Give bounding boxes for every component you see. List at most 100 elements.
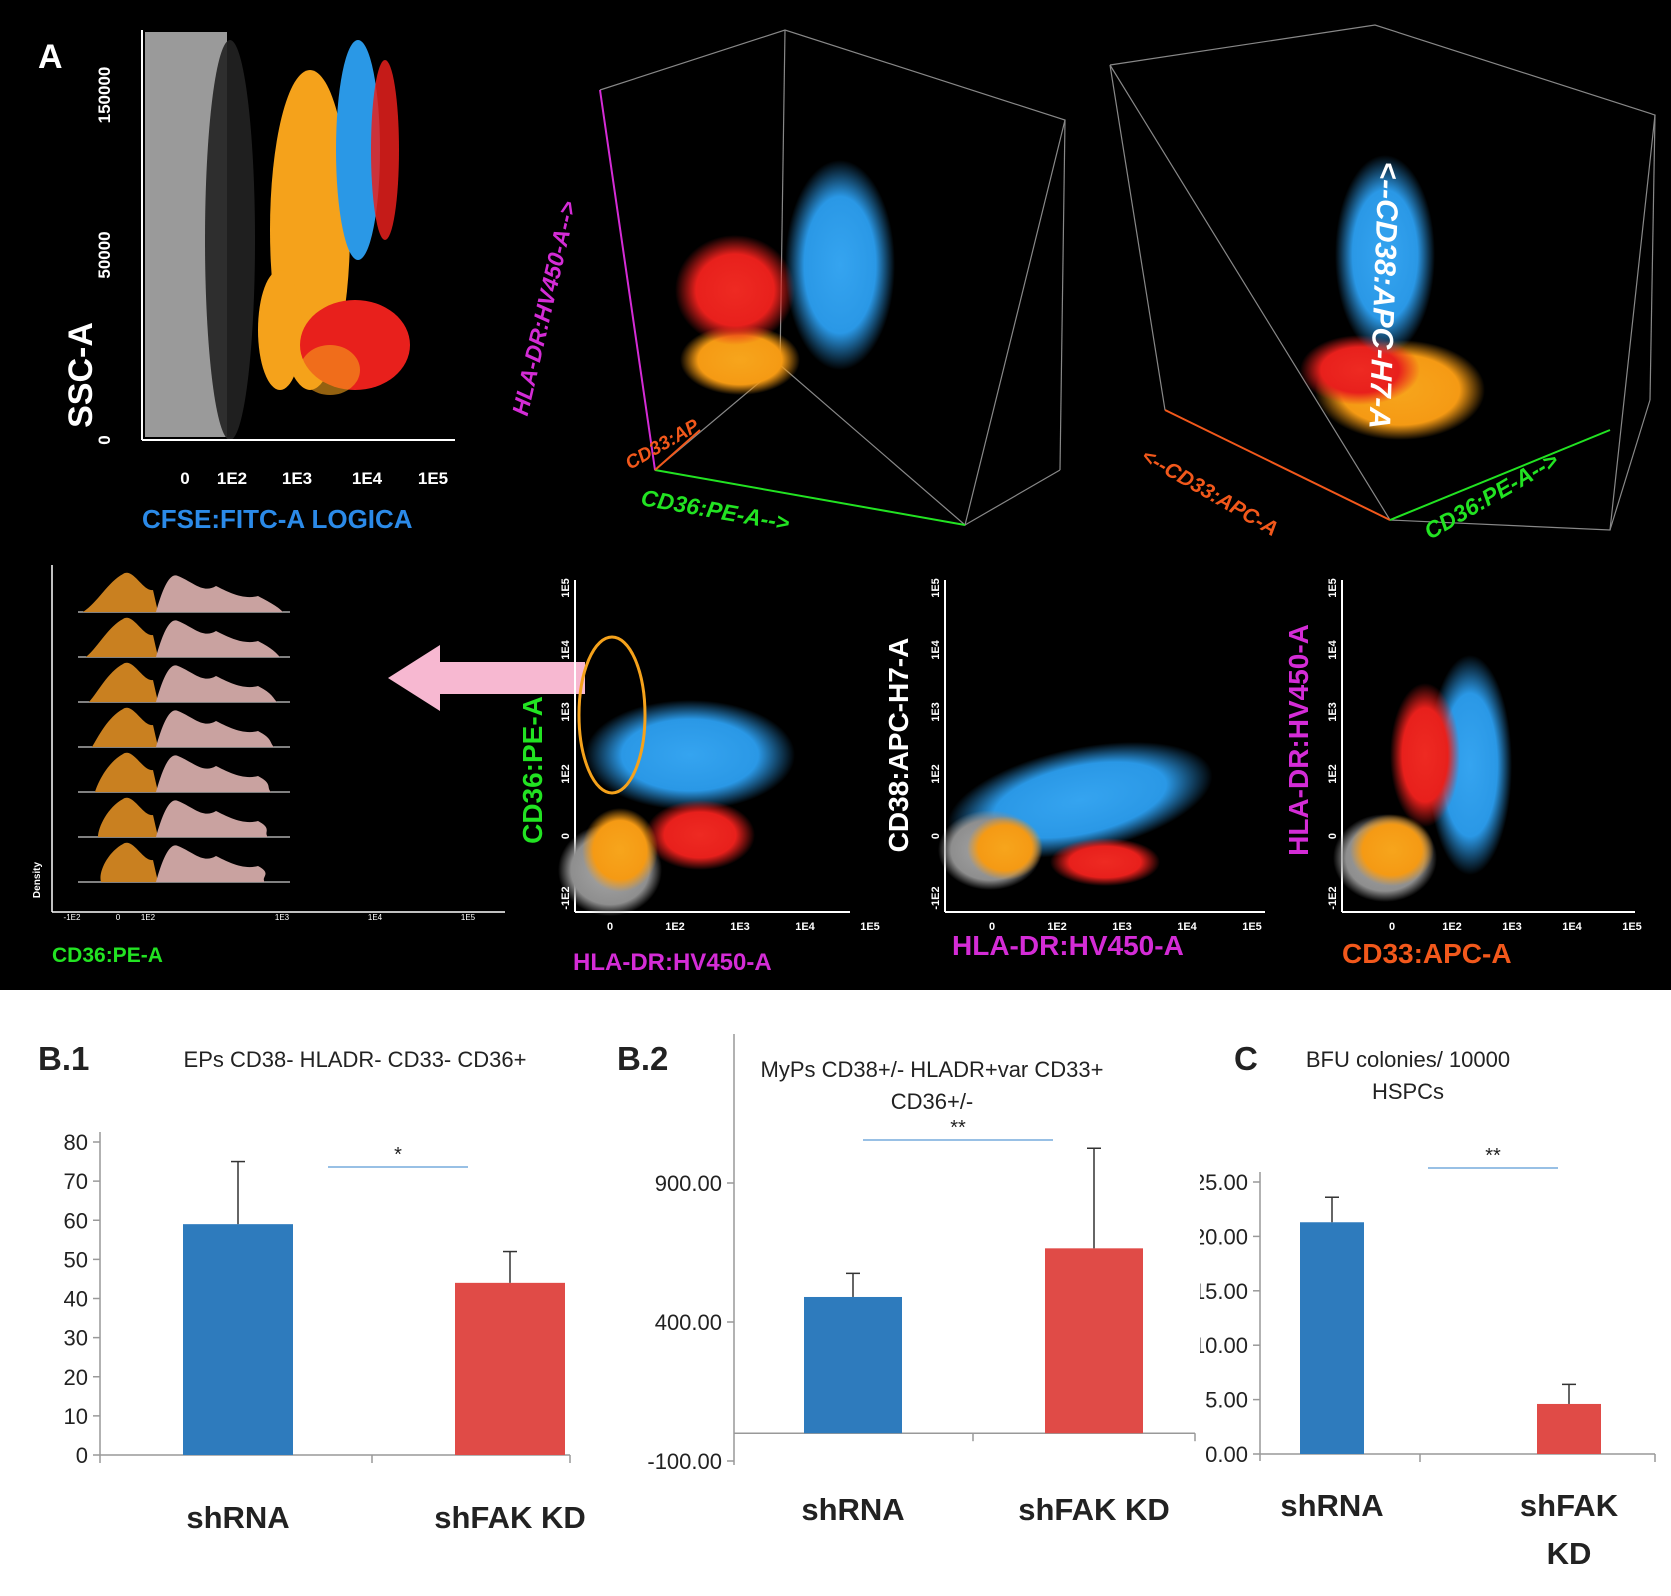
histogram-xtick-neg1e2: -1E2 (64, 913, 81, 922)
scatter2-ylabel: CD38:APC-H7-A (883, 638, 914, 853)
black-events (205, 40, 255, 440)
panel-a-label: A (38, 38, 63, 76)
orange-mix (300, 345, 360, 395)
chart-b2: B.2 MyPs CD38+/- HLADR+var CD33+ CD36+/- 90… (617, 1034, 1196, 1527)
chart-title-line2: CD36+/- (891, 1089, 974, 1114)
bar-shfak-kd (455, 1282, 565, 1455)
scatter1-xtick: 1E4 (795, 921, 815, 933)
chart-title: EPs CD38- HLADR- CD33- CD36+ (184, 1047, 527, 1072)
scatter1-gate-ellipse (577, 635, 647, 795)
scatter2-xtick: 1E3 (1112, 921, 1132, 933)
y-tick-label: 400.00 (655, 1310, 722, 1335)
scatter-cd36-hladr: CD36:PE-A HLA-DR:HV450-A (517, 580, 850, 976)
scatter3-ytick: 1E2 (1327, 764, 1339, 784)
histogram-row-orange-area (86, 617, 158, 657)
scatter1-xtick: 1E5 (860, 921, 880, 933)
scatter1-red-cloud (645, 800, 755, 870)
scatter2-ytick: 1E5 (930, 578, 942, 598)
scatter1-ylabel: CD36:PE-A (517, 696, 548, 844)
y-tick-label: 10.00 (1200, 1333, 1248, 1358)
histogram-row-orange-area (92, 707, 158, 747)
bar-shfak-kd (1045, 1248, 1143, 1434)
ssc-xtick-1e2: 1E2 (217, 469, 247, 488)
category-label: shFAK KD (434, 1500, 586, 1535)
category-label: shRNA (1280, 1488, 1383, 1523)
chart-c: C BFU colonies/ 10000 HSPCs 0.00 5.00 10.00 15… (1200, 1040, 1656, 1571)
scatter3-xtick: 1E4 (1562, 921, 1582, 933)
scatter3-orange-cloud (1350, 814, 1434, 886)
category-label: shRNA (801, 1492, 904, 1527)
scatter3-ytick: -1E2 (1327, 886, 1339, 909)
panel-label: B.2 (617, 1040, 668, 1077)
scatter1-ytick: 1E5 (560, 578, 572, 598)
plot3d-left-axis-horizontal (654, 469, 966, 526)
scatter-hladr-cd33: HLA-DR:HV450-A CD33:APC-A (1283, 580, 1635, 969)
scatter1-xlabel: HLA-DR:HV450-A (573, 949, 772, 976)
scatter2-ytick: 1E4 (930, 639, 942, 659)
panel-a: A 150000 50000 0 0 1E2 1E3 1E4 1E5 SSC-A… (0, 0, 1671, 990)
plot3d-right-axis-left (1164, 409, 1391, 521)
y-tick-label: 15.00 (1200, 1279, 1248, 1304)
histogram-xtick-0: 0 (116, 913, 121, 922)
category-label: shFAK (1520, 1488, 1619, 1523)
scatter1-blue-cloud (585, 700, 795, 810)
scatter2-xtick: 0 (989, 921, 995, 933)
y-tick-label: 25.00 (1200, 1170, 1248, 1195)
scatter3-ytick: 1E4 (1327, 639, 1339, 659)
bar-shfak-kd (1537, 1403, 1601, 1454)
scatter1-orange-cloud (582, 808, 658, 892)
histogram-row-orange-area (100, 842, 158, 882)
histogram-xtick-1e4: 1E4 (368, 913, 383, 922)
scatter3-ylabel: HLA-DR:HV450-A (1283, 624, 1314, 856)
ssc-xtick-0: 0 (180, 469, 189, 488)
histogram-row-pink-area (156, 845, 266, 882)
ssc-xtick-1e3: 1E3 (282, 469, 312, 488)
scatter1-ytick: 1E4 (560, 639, 572, 659)
panel-label: C (1234, 1040, 1258, 1077)
scatter1-ytick: -1E2 (560, 886, 572, 909)
bar-shrna (804, 1296, 902, 1434)
scatter3-xtick: 1E3 (1502, 921, 1522, 933)
ssc-xlabel: CFSE:FITC-A LOGICA (142, 504, 413, 534)
scatter2-red-cloud (1050, 838, 1160, 886)
scatter1-ytick: 0 (560, 833, 572, 839)
scatter2-xtick: 1E4 (1177, 921, 1197, 933)
y-tick-label: 0 (76, 1443, 88, 1468)
chart-b1: B.1 EPs CD38- HLADR- CD33- CD36+ 0 10 20 30 40… (38, 1040, 586, 1535)
ssc-xtick-1e4: 1E4 (352, 469, 383, 488)
plot3d-left-orange-cloud (680, 325, 800, 395)
y-tick-label: 30 (64, 1326, 88, 1351)
panel-label: B.1 (38, 1040, 89, 1077)
histogram-row-orange-area (98, 797, 158, 837)
significance-marker: * (394, 1144, 402, 1166)
y-tick-label: 20 (64, 1365, 88, 1390)
scatter3-xtick: 1E2 (1442, 921, 1462, 933)
histogram-row-pink-area (156, 620, 280, 657)
y-tick-label: 60 (64, 1208, 88, 1233)
plot3d-right-axis-right (1389, 429, 1611, 521)
scatter2-ytick: 1E2 (930, 764, 942, 784)
chart-title: MyPs CD38+/- HLADR+var CD33+ (761, 1057, 1104, 1082)
y-tick-label: 0.00 (1205, 1442, 1248, 1467)
scatter-tick-labels: 0 1E2 1E3 1E4 1E5 -1E2 0 1E2 1E3 1E4 1E5 0 1E2 1E3 1E4… (560, 578, 1642, 933)
scatter1-ytick: 1E2 (560, 764, 572, 784)
scatter1-xtick: 1E2 (665, 921, 685, 933)
plot3d-right-blue-cloud (1335, 155, 1435, 355)
scatter3-ytick: 0 (1327, 833, 1339, 839)
histogram-row-orange-area (89, 662, 158, 702)
scatter3-ytick: 1E5 (1327, 578, 1339, 598)
scatter2-orange-cloud (967, 816, 1043, 880)
scatter2-xtick: 1E5 (1242, 921, 1262, 933)
scatter-cd38-hladr: CD38:APC-H7-A HLA-DR:HV450-A (883, 580, 1265, 961)
scatter2-ytick: 0 (930, 833, 942, 839)
scatter1-ytick: 1E3 (560, 702, 572, 722)
ssc-ytick-0: 0 (95, 435, 114, 444)
y-tick-label: 70 (64, 1169, 88, 1194)
y-tick-label: 900.00 (655, 1171, 722, 1196)
pink-arrow (388, 645, 585, 711)
histogram-xtick-1e3: 1E3 (275, 913, 290, 922)
histogram-row-orange-area (95, 752, 158, 792)
histogram-row-pink-area (156, 800, 268, 837)
scatter3-xlabel: CD33:APC-A (1342, 938, 1512, 969)
scatter2-ytick: 1E3 (930, 702, 942, 722)
